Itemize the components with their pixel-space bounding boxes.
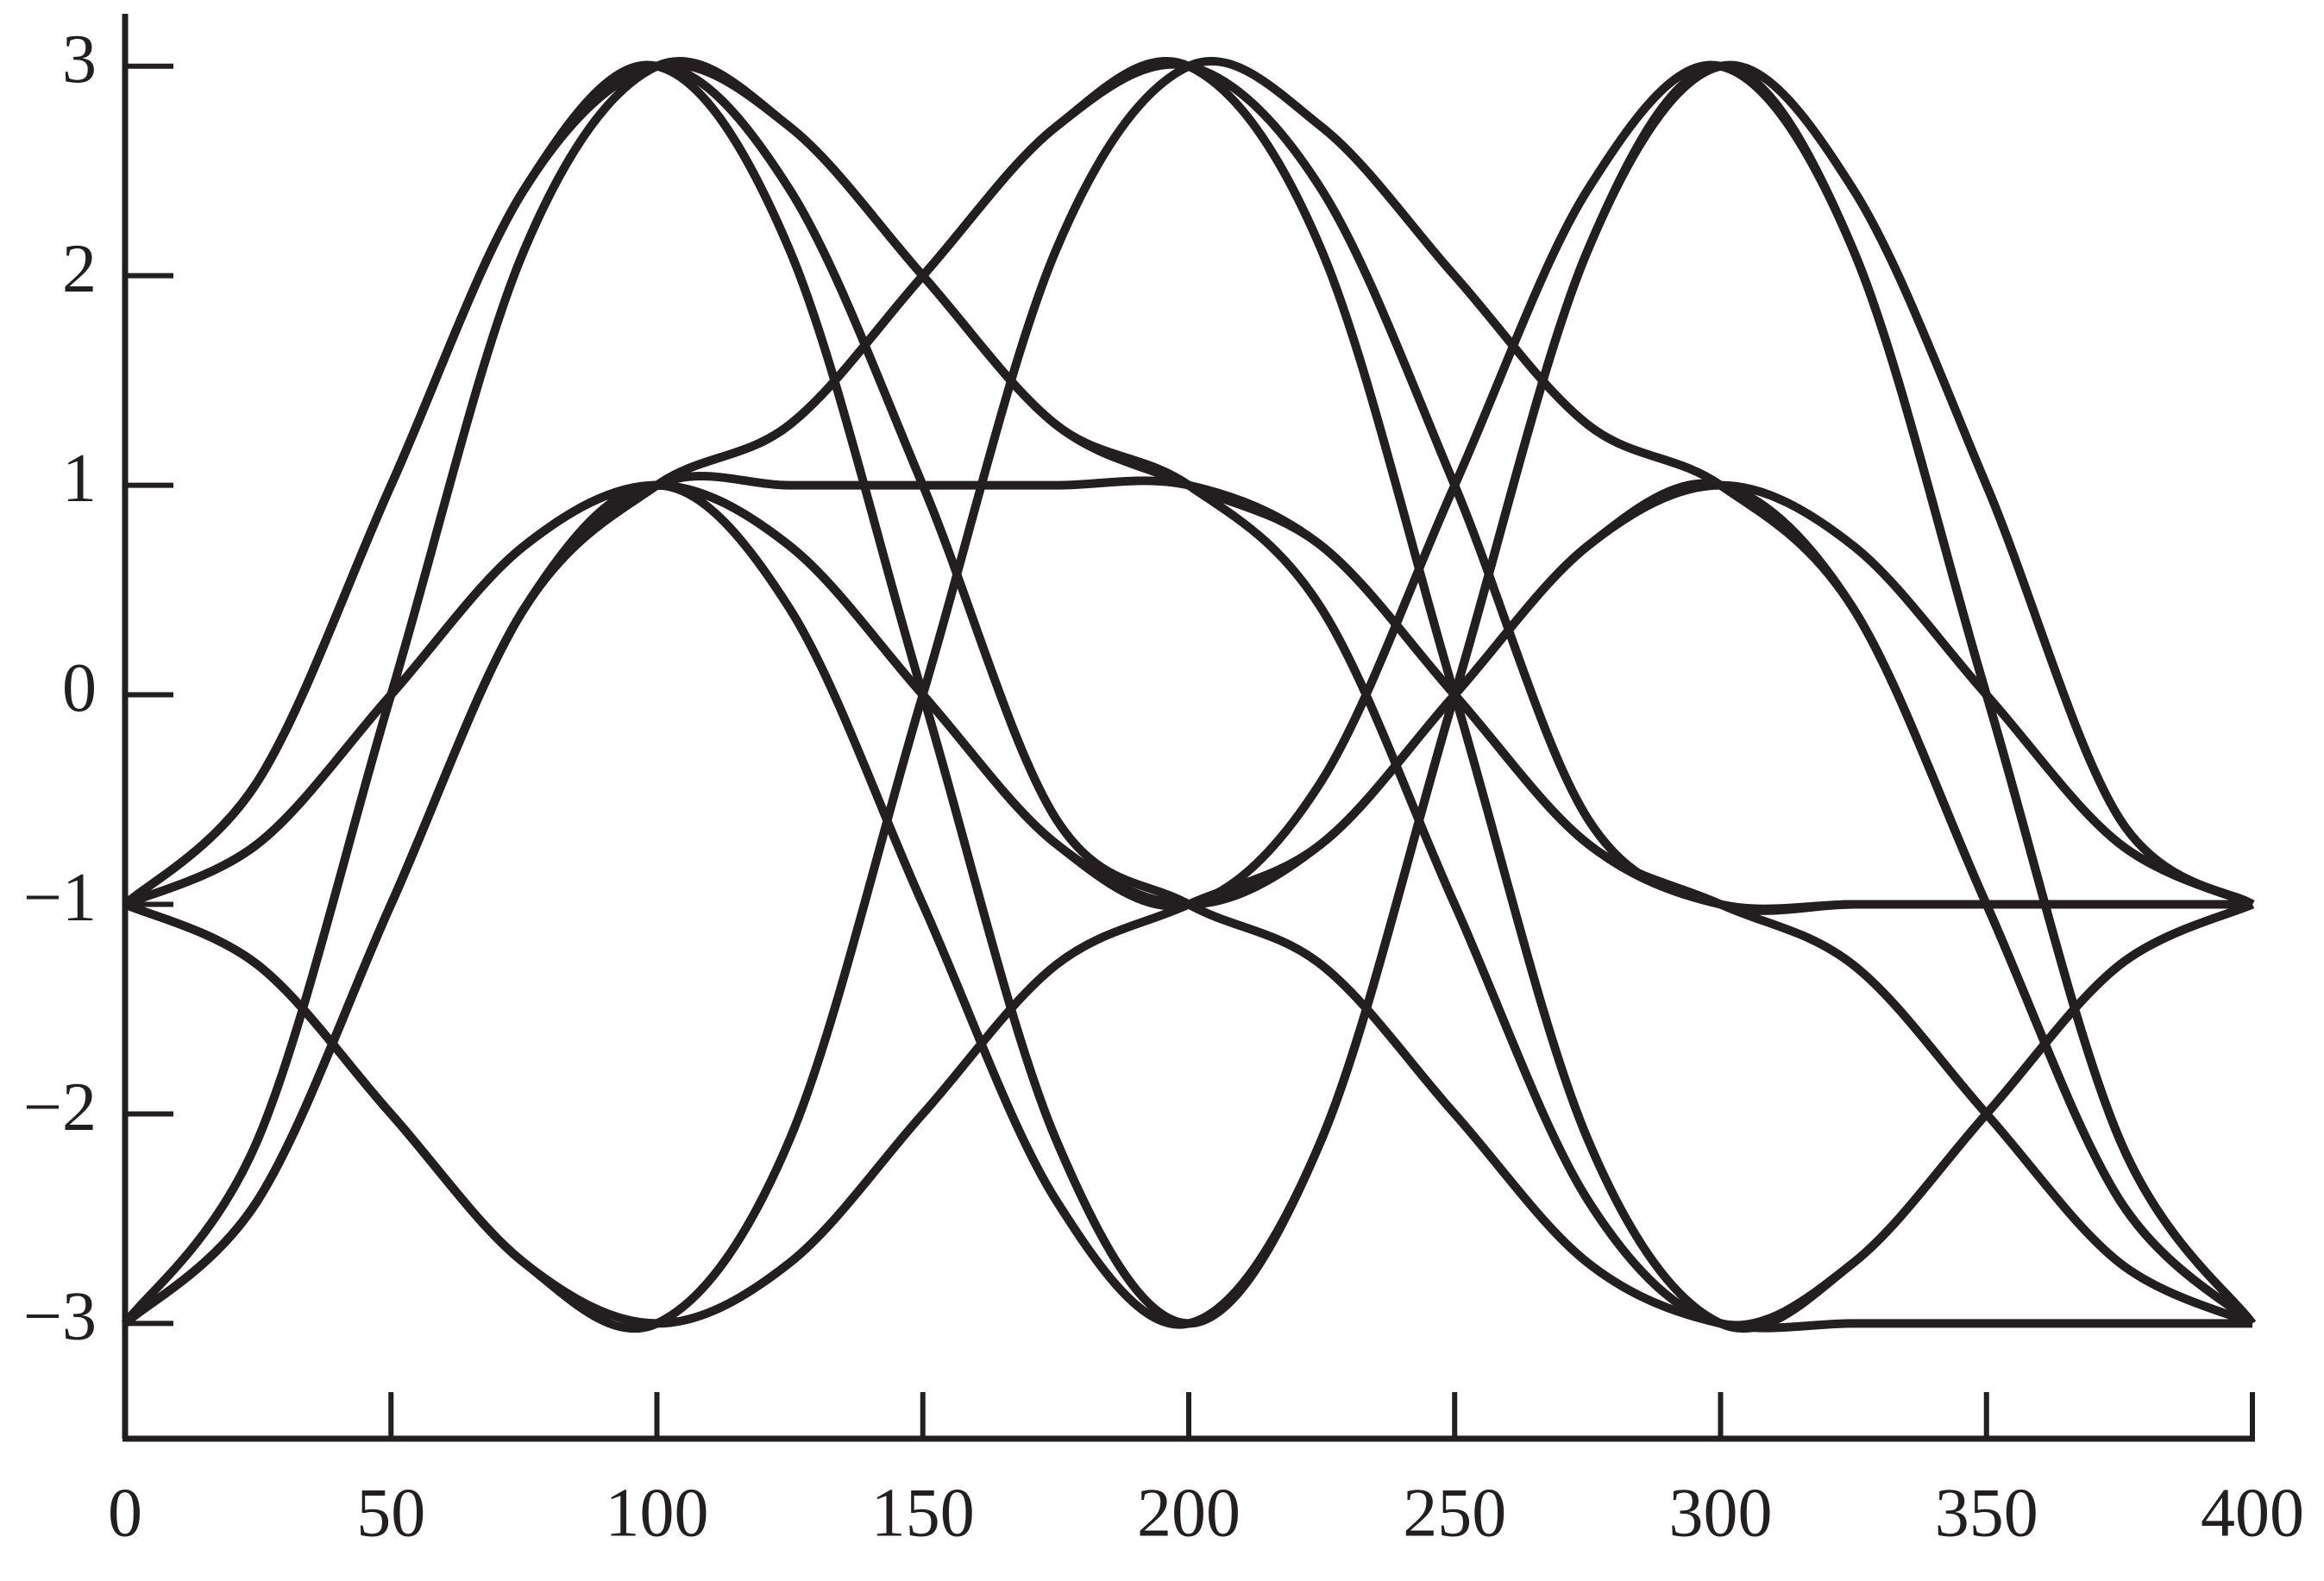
x-tick-label: 0 xyxy=(108,1475,142,1551)
x-tick-label: 300 xyxy=(1669,1475,1773,1551)
x-tick-label: 50 xyxy=(356,1475,425,1551)
y-tick-label: 2 xyxy=(62,231,97,307)
trace-line xyxy=(122,60,2257,1328)
x-tick-label: 150 xyxy=(871,1475,975,1551)
trace-line xyxy=(122,60,2255,1329)
trace-line xyxy=(121,57,2255,1330)
y-tick-label: −3 xyxy=(23,1279,97,1355)
x-tick-label: 100 xyxy=(606,1475,709,1551)
trace-line xyxy=(122,480,2255,909)
y-tick-label: 0 xyxy=(62,650,97,726)
trace-line xyxy=(122,60,2257,1327)
x-tick-label: 350 xyxy=(1935,1475,2038,1551)
trace-line xyxy=(122,61,2252,1333)
x-tick-label: 250 xyxy=(1403,1475,1506,1551)
trace-line xyxy=(122,60,2255,1327)
y-tick-label: 1 xyxy=(62,441,97,517)
x-tick-label: 400 xyxy=(2201,1475,2304,1551)
y-tick-label: −1 xyxy=(23,860,97,936)
y-tick-label: 3 xyxy=(62,22,97,97)
trace-line xyxy=(122,57,2256,1333)
y-tick-label: −2 xyxy=(23,1070,97,1145)
x-tick-label: 200 xyxy=(1137,1475,1241,1551)
trace-line xyxy=(122,57,2255,1333)
trace-line xyxy=(122,60,2252,1327)
